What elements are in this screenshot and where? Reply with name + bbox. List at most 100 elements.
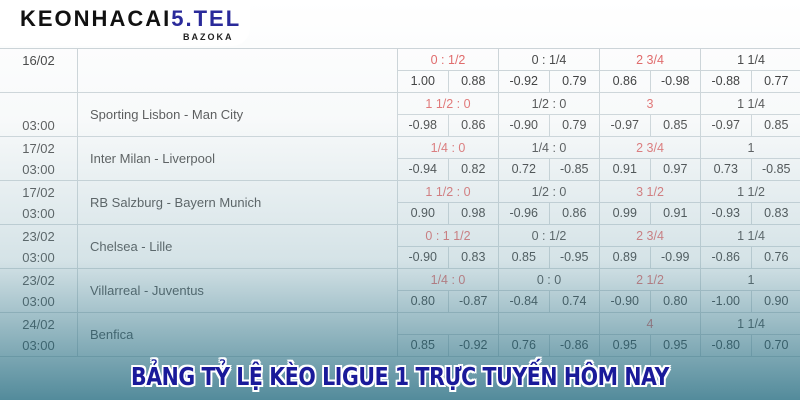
- match-name[interactable]: Villarreal - Juventus: [90, 283, 204, 298]
- odds-value[interactable]: 0.70: [750, 335, 800, 356]
- match-date: 17/02: [22, 141, 55, 156]
- match-time: 03:00: [22, 250, 55, 265]
- odds-line: 0 : 1/4: [498, 49, 599, 71]
- odds-value[interactable]: -0.97: [700, 115, 751, 136]
- odds-value[interactable]: -0.97: [599, 115, 650, 136]
- odds-line: 1 1/4: [700, 93, 800, 115]
- odds-value[interactable]: 0.95: [649, 335, 701, 356]
- odds-value[interactable]: 0.85: [649, 115, 701, 136]
- match-row[interactable]: 24/02 03:00 Benfica 4 1 1/4 0.85 -0.92 0.76 -0…: [0, 313, 800, 357]
- match-row[interactable]: 23/02 03:00 Chelsea - Lille 0 : 1 1/2 0 : …: [0, 225, 800, 269]
- odds-value[interactable]: 0.73: [700, 159, 751, 180]
- match-name[interactable]: Sporting Lisbon - Man City: [90, 107, 244, 122]
- odds-value[interactable]: -0.85: [750, 159, 800, 180]
- odds-value[interactable]: 0.86: [599, 71, 650, 92]
- odds-value[interactable]: 0.86: [447, 115, 499, 136]
- odds-line: 1: [700, 269, 800, 291]
- odds-value[interactable]: -0.90: [599, 291, 650, 312]
- odds-line: 0 : 1/2: [397, 49, 498, 71]
- odds-line: 3: [599, 93, 700, 115]
- column-divider: [77, 137, 78, 180]
- odds-value[interactable]: -0.87: [447, 291, 499, 312]
- odds-value[interactable]: -0.94: [397, 159, 448, 180]
- odds-value[interactable]: -0.92: [498, 71, 549, 92]
- odds-value[interactable]: 0.97: [649, 159, 701, 180]
- match-name[interactable]: Chelsea - Lille: [90, 239, 173, 254]
- odds-value[interactable]: 0.80: [397, 291, 448, 312]
- odds-value[interactable]: 0.76: [750, 247, 800, 268]
- odds-line: 0 : 1/2: [498, 225, 599, 247]
- odds-value[interactable]: 0.95: [599, 335, 650, 356]
- odds-value[interactable]: 1.00: [397, 71, 448, 92]
- odds-value[interactable]: -0.86: [700, 247, 751, 268]
- logo-text: KEONHACAI5.TEL: [20, 6, 242, 31]
- odds-value[interactable]: 0.90: [397, 203, 448, 224]
- match-time: 03:00: [22, 118, 55, 133]
- logo: KEONHACAI5.TEL BAZOKA: [0, 0, 250, 46]
- match-name[interactable]: RB Salzburg - Bayern Munich: [90, 195, 262, 210]
- odds-value[interactable]: 0.91: [599, 159, 650, 180]
- odds-value[interactable]: -0.88: [700, 71, 751, 92]
- odds-value[interactable]: -0.96: [498, 203, 549, 224]
- odds-value[interactable]: -0.80: [700, 335, 751, 356]
- odds-value[interactable]: -0.85: [548, 159, 600, 180]
- match-date: 23/02: [22, 273, 55, 288]
- odds-value[interactable]: 0.74: [548, 291, 600, 312]
- odds-value[interactable]: 0.89: [599, 247, 650, 268]
- odds-value[interactable]: -0.98: [397, 115, 448, 136]
- odds-line: 2 1/2: [599, 269, 700, 291]
- page-title-banner: BẢNG TỶ LỆ KÈO LIGUE 1 TRỰC TUYẾN HÔM NA…: [130, 362, 669, 391]
- odds-value[interactable]: 0.82: [447, 159, 499, 180]
- odds-value[interactable]: 0.79: [548, 71, 600, 92]
- match-row[interactable]: 17/02 03:00 RB Salzburg - Bayern Munich 1…: [0, 181, 800, 225]
- match-name[interactable]: Inter Milan - Liverpool: [90, 151, 215, 166]
- odds-value[interactable]: -0.86: [548, 335, 600, 356]
- odds-value[interactable]: 0.86: [548, 203, 600, 224]
- column-divider: [77, 313, 78, 356]
- odds-value[interactable]: 0.98: [447, 203, 499, 224]
- odds-value[interactable]: 0.72: [498, 159, 549, 180]
- odds-value[interactable]: -1.00: [700, 291, 751, 312]
- column-divider: [77, 269, 78, 312]
- odds-line: 1 1/2 : 0: [397, 181, 498, 203]
- odds-value[interactable]: -0.90: [498, 115, 549, 136]
- odds-value[interactable]: -0.84: [498, 291, 549, 312]
- odds-value[interactable]: -0.93: [700, 203, 751, 224]
- odds-value[interactable]: 0.90: [750, 291, 800, 312]
- odds-line: 4: [599, 313, 700, 335]
- odds-value[interactable]: 0.76: [498, 335, 549, 356]
- odds-value[interactable]: 0.85: [397, 335, 448, 356]
- column-divider: [77, 93, 78, 136]
- column-divider: [77, 181, 78, 224]
- odds-value[interactable]: 0.80: [649, 291, 701, 312]
- odds-value[interactable]: 0.99: [599, 203, 650, 224]
- match-date: 24/02: [22, 317, 55, 332]
- odds-value[interactable]: 0.85: [498, 247, 549, 268]
- odds-value[interactable]: 0.91: [649, 203, 701, 224]
- odds-value[interactable]: -0.90: [397, 247, 448, 268]
- odds-line: 1/4 : 0: [498, 137, 599, 159]
- odds-value[interactable]: -0.98: [649, 71, 701, 92]
- match-time: 03:00: [22, 338, 55, 353]
- odds-value[interactable]: 0.85: [750, 115, 800, 136]
- match-name[interactable]: Benfica: [90, 327, 134, 342]
- odds-value[interactable]: 0.83: [750, 203, 800, 224]
- odds-value[interactable]: -0.92: [447, 335, 499, 356]
- match-time: 03:00: [22, 162, 55, 177]
- match-row[interactable]: 03:00 Sporting Lisbon - Man City 1 1/2 : …: [0, 93, 800, 137]
- odds-line: 0 : 1 1/2: [397, 225, 498, 247]
- odds-line: 1 1/2 : 0: [397, 93, 498, 115]
- odds-value[interactable]: 0.83: [447, 247, 499, 268]
- match-date: 23/02: [22, 229, 55, 244]
- odds-value[interactable]: -0.95: [548, 247, 600, 268]
- odds-value[interactable]: -0.99: [649, 247, 701, 268]
- column-divider: [77, 225, 78, 268]
- odds-value[interactable]: 0.88: [447, 71, 499, 92]
- odds-value[interactable]: 0.79: [548, 115, 600, 136]
- match-row[interactable]: 23/02 03:00 Villarreal - Juventus 1/4 : 0…: [0, 269, 800, 313]
- match-row[interactable]: 17/02 03:00 Inter Milan - Liverpool 1/4 :…: [0, 137, 800, 181]
- odds-value[interactable]: 0.77: [750, 71, 800, 92]
- column-divider: [77, 49, 78, 92]
- odds-line: 2 3/4: [599, 49, 700, 71]
- match-row[interactable]: 16/02 0 : 1/2 0 : 1/4 2 3/4 1 1/4 1.00 0.88 -0…: [0, 49, 800, 93]
